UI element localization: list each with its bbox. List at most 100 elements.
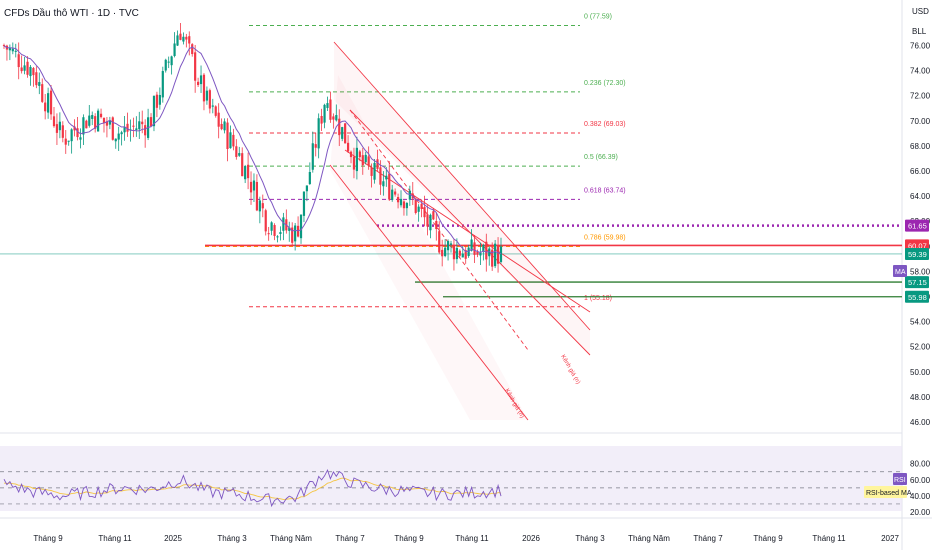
price-tag-text: 59.39 [908, 250, 927, 259]
price-tag[interactable]: 59.39 [905, 247, 929, 260]
candle-body [382, 181, 385, 187]
candle-body [20, 67, 23, 72]
candle-body [320, 116, 323, 124]
candle-body [82, 117, 85, 135]
candle-body [396, 197, 400, 203]
candle-body [452, 244, 456, 260]
price-tag-text: 61.65 [908, 222, 927, 231]
price-tag[interactable]: 55.98 [905, 290, 929, 303]
candle-body [179, 33, 182, 40]
candle-body [126, 123, 129, 132]
price-tag-bg [905, 290, 929, 303]
candle-body [85, 120, 88, 129]
candle-body [341, 127, 344, 139]
currency-label[interactable]: USD [912, 7, 929, 16]
candle-body [182, 36, 185, 42]
candle-body [249, 181, 253, 193]
rsi-ma-badge[interactable]: RSI-based MA [864, 486, 912, 498]
x-tick-label: Tháng Năm [270, 534, 312, 543]
price-tag[interactable]: 61.65 [905, 219, 929, 232]
candle-body [420, 203, 423, 209]
fib-level-label: 0.236 (72.30) [584, 80, 626, 87]
candle-body [435, 221, 438, 230]
candle-body [329, 99, 332, 120]
candle-body [29, 66, 32, 77]
candle-body [23, 65, 26, 71]
candle-body [167, 61, 170, 63]
candle-body [391, 189, 394, 200]
rsi-line [3, 468, 502, 508]
candle-body [299, 214, 303, 239]
fib-level-label: 0.786 (59.98) [584, 235, 626, 242]
candle-body [335, 115, 338, 121]
rsi-ma-line [3, 477, 502, 500]
candle-body [144, 125, 147, 136]
candle-body [405, 203, 408, 209]
candle-body [458, 250, 461, 256]
candle-body [252, 180, 256, 191]
candle-body [361, 155, 364, 166]
candle-body [202, 74, 206, 102]
unit-label[interactable]: BLL [912, 27, 927, 36]
candle-body [267, 233, 270, 235]
x-tick-label: Tháng 9 [33, 534, 63, 543]
candle-body [47, 93, 50, 113]
x-tick-label: Tháng 11 [812, 534, 846, 543]
candle-body [379, 167, 382, 185]
candle-body [449, 243, 453, 245]
channel-line [329, 164, 529, 421]
candle-body [352, 156, 356, 170]
candle-body [479, 252, 482, 256]
rsi-badge-label: RSI [894, 477, 906, 484]
y-tick-label: 52.00 [910, 343, 931, 352]
price-tag-bg [905, 276, 929, 289]
candle-body [432, 211, 435, 220]
x-tick-label: Tháng Năm [628, 534, 670, 543]
y-tick-label: 46.00 [910, 418, 931, 427]
candle-body [244, 166, 247, 180]
candle-body [414, 198, 417, 213]
candle-body [429, 214, 432, 231]
channel-line [333, 41, 591, 331]
candle-body [473, 242, 476, 255]
candle-body [64, 138, 67, 145]
candle-body [120, 132, 123, 135]
price-tag-text: 57.15 [908, 278, 927, 287]
ma-badge[interactable]: MA [893, 265, 907, 277]
x-tick-label: 2026 [522, 534, 540, 543]
candle-body [76, 128, 79, 138]
candle-body [426, 214, 429, 227]
candle-body [417, 206, 420, 212]
candle-body [44, 102, 47, 112]
candle-body [367, 156, 370, 166]
fib-level-label: 0 (77.59) [584, 14, 612, 21]
candle-body [108, 120, 111, 125]
price-tag-text: 55.98 [908, 293, 927, 302]
candle-body [308, 171, 311, 184]
candle-body [205, 90, 209, 101]
candle-body [311, 143, 314, 170]
rsi-y-tick-label: 60.00 [910, 476, 931, 485]
candle-body [294, 225, 297, 242]
rsi-y-tick-label: 80.00 [910, 460, 931, 469]
candle-body [123, 127, 126, 133]
candle-body [446, 241, 450, 251]
candle-body [220, 123, 223, 130]
candle-body [241, 153, 244, 177]
x-tick-label: Tháng 7 [335, 534, 365, 543]
rsi-badge[interactable]: RSI [893, 473, 907, 485]
candle-body [485, 241, 488, 260]
fib-level-label: 0.5 (66.39) [584, 154, 618, 161]
candle-body [261, 203, 264, 209]
candle-body [441, 249, 444, 257]
candle-body [496, 245, 500, 264]
candle-body [223, 121, 226, 131]
y-tick-label: 74.00 [910, 67, 931, 76]
candle-body [273, 225, 276, 236]
candle-body [323, 104, 326, 123]
candle-body [288, 227, 291, 231]
candle-body [344, 123, 347, 144]
candle-body [49, 90, 53, 115]
price-tag[interactable]: 57.15 [905, 276, 929, 289]
